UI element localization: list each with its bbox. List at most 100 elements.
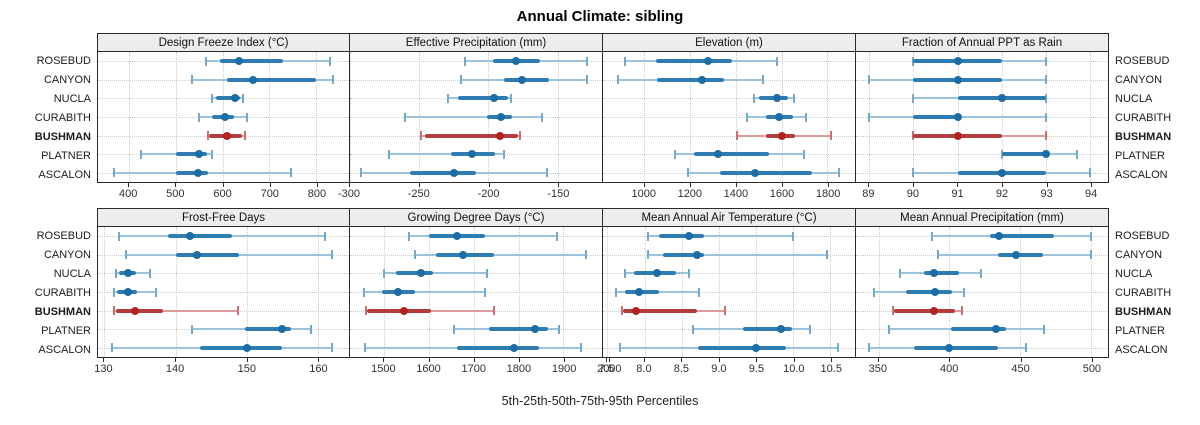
cap-95th <box>1089 168 1092 178</box>
cap-95th <box>237 306 240 316</box>
axis-tick-label: 9.0 <box>711 363 727 375</box>
percentile-row-curabith <box>350 283 602 302</box>
median-dot <box>467 150 476 159</box>
axis-tick <box>718 358 720 362</box>
band-25-75 <box>656 77 725 82</box>
percentile-row-ascalon <box>856 163 1108 182</box>
station-label-canyon: CANYON <box>1115 249 1163 262</box>
station-label-ascalon: ASCALON <box>1115 343 1168 356</box>
h-gridline <box>603 135 855 137</box>
cap-95th <box>541 112 544 122</box>
axis-tick <box>1020 358 1022 362</box>
median-dot <box>992 325 1001 334</box>
station-labels-left: ROSEBUD CANYON NUCLA CURABITH BUSHMAN PLATNER… <box>0 208 97 380</box>
cap-5th <box>617 75 620 85</box>
panel-plot <box>97 227 350 358</box>
axis-tick-label: 1400 <box>723 188 749 200</box>
trellis-chart: ROSEBUD CANYON NUCLA CURABITH BUSHMAN PLATNER… <box>0 33 1200 380</box>
panel-elevation-m: Elevation (m) 1000 1200 1400 1600 1800 <box>602 33 856 205</box>
percentile-row-nucla <box>350 89 602 108</box>
cap-5th <box>117 231 120 241</box>
axis-tick-label: 91 <box>951 188 964 200</box>
axis-tick-label: 1800 <box>506 363 532 375</box>
cap-95th <box>309 324 312 334</box>
axis-tick-label: 2000 <box>597 363 622 375</box>
median-dot <box>393 288 402 297</box>
spacer <box>1109 33 1200 52</box>
axis-tick <box>428 358 430 362</box>
band-25-75 <box>1001 152 1047 157</box>
station-label-rows: ROSEBUD CANYON NUCLA CURABITH BUSHMAN PLATNER… <box>1109 52 1200 184</box>
axis-tick-label: 1500 <box>371 363 396 375</box>
axis-tick <box>681 358 683 362</box>
band-25-75 <box>894 308 956 313</box>
median-dot <box>953 75 962 84</box>
axis-tick <box>318 358 320 362</box>
v-gridline <box>104 227 106 357</box>
cap-95th <box>825 250 828 260</box>
percentile-row-bushman <box>98 126 349 145</box>
percentile-row-curabith <box>603 283 855 302</box>
cap-5th <box>364 343 367 353</box>
axis-tick <box>269 183 271 187</box>
percentile-row-curabith <box>98 108 349 127</box>
axis-tick <box>316 183 318 187</box>
median-dot <box>416 269 425 278</box>
percentile-row-bushman <box>350 126 602 145</box>
band-25-75 <box>199 345 283 350</box>
whisker-5-95 <box>388 153 504 156</box>
band-25-75 <box>913 115 958 120</box>
axis-tick <box>643 358 645 362</box>
percentile-row-canyon <box>856 246 1108 265</box>
cap-5th <box>414 250 417 260</box>
station-label-platner: PLATNER <box>41 149 91 162</box>
cap-95th <box>155 287 158 297</box>
axis-tick-label: 1600 <box>769 188 795 200</box>
cap-95th <box>1043 324 1046 334</box>
x-axis: 130 140 150 160 <box>94 358 350 380</box>
station-label-ascalon: ASCALON <box>38 343 91 356</box>
percentile-row-ascalon <box>350 338 602 357</box>
band-25-75 <box>623 308 697 313</box>
cap-95th <box>519 131 522 141</box>
axis-tick-label: 500 <box>1082 363 1102 375</box>
median-dot <box>752 343 761 352</box>
cap-95th <box>723 306 726 316</box>
axis-tick-label: -300 <box>337 188 361 200</box>
station-label-ascalon: ASCALON <box>38 168 91 181</box>
cap-95th <box>961 306 964 316</box>
median-dot <box>194 168 203 177</box>
axis-tick-label: 94 <box>1085 188 1098 200</box>
axis-tick-label: 1600 <box>416 363 441 375</box>
median-dot <box>929 306 938 315</box>
cap-5th <box>447 93 450 103</box>
whisker-5-95 <box>648 235 794 238</box>
median-dot <box>517 75 526 84</box>
median-dot <box>123 269 132 278</box>
band-25-75 <box>950 327 1007 332</box>
x-axis: 89 90 91 92 93 94 <box>855 183 1109 205</box>
percentile-row-curabith <box>98 283 349 302</box>
percentile-row-platner <box>856 320 1108 339</box>
axis-tick-label: 1000 <box>631 188 656 200</box>
band-25-75 <box>905 290 953 295</box>
axis-tick-label: -200 <box>477 188 500 200</box>
station-label-rosebud: ROSEBUD <box>36 55 91 68</box>
panel-plot <box>349 227 610 358</box>
axis-tick-label: 89 <box>862 188 875 200</box>
band-25-75 <box>488 327 549 332</box>
axis-tick-label: 1200 <box>677 188 703 200</box>
panel-design-freeze-index-c: Design Freeze Index (°C) 400 500 600 700 800 <box>97 33 350 205</box>
axis-tick-label: 150 <box>237 363 256 375</box>
cap-95th <box>1045 93 1048 103</box>
median-dot <box>953 57 962 66</box>
percentile-row-platner <box>98 145 349 164</box>
percentile-row-curabith <box>603 108 855 127</box>
cap-95th <box>245 112 248 122</box>
panel-mean-annual-air-temperature-c: Mean Annual Air Temperature (°C) 7.5 8.0 8.… <box>599 208 856 380</box>
panel-effective-precipitation-mm: Effective Precipitation (mm) -300 -250 -200… <box>338 33 603 205</box>
cap-5th <box>110 343 113 353</box>
cap-5th <box>362 287 365 297</box>
cap-5th <box>868 75 871 85</box>
